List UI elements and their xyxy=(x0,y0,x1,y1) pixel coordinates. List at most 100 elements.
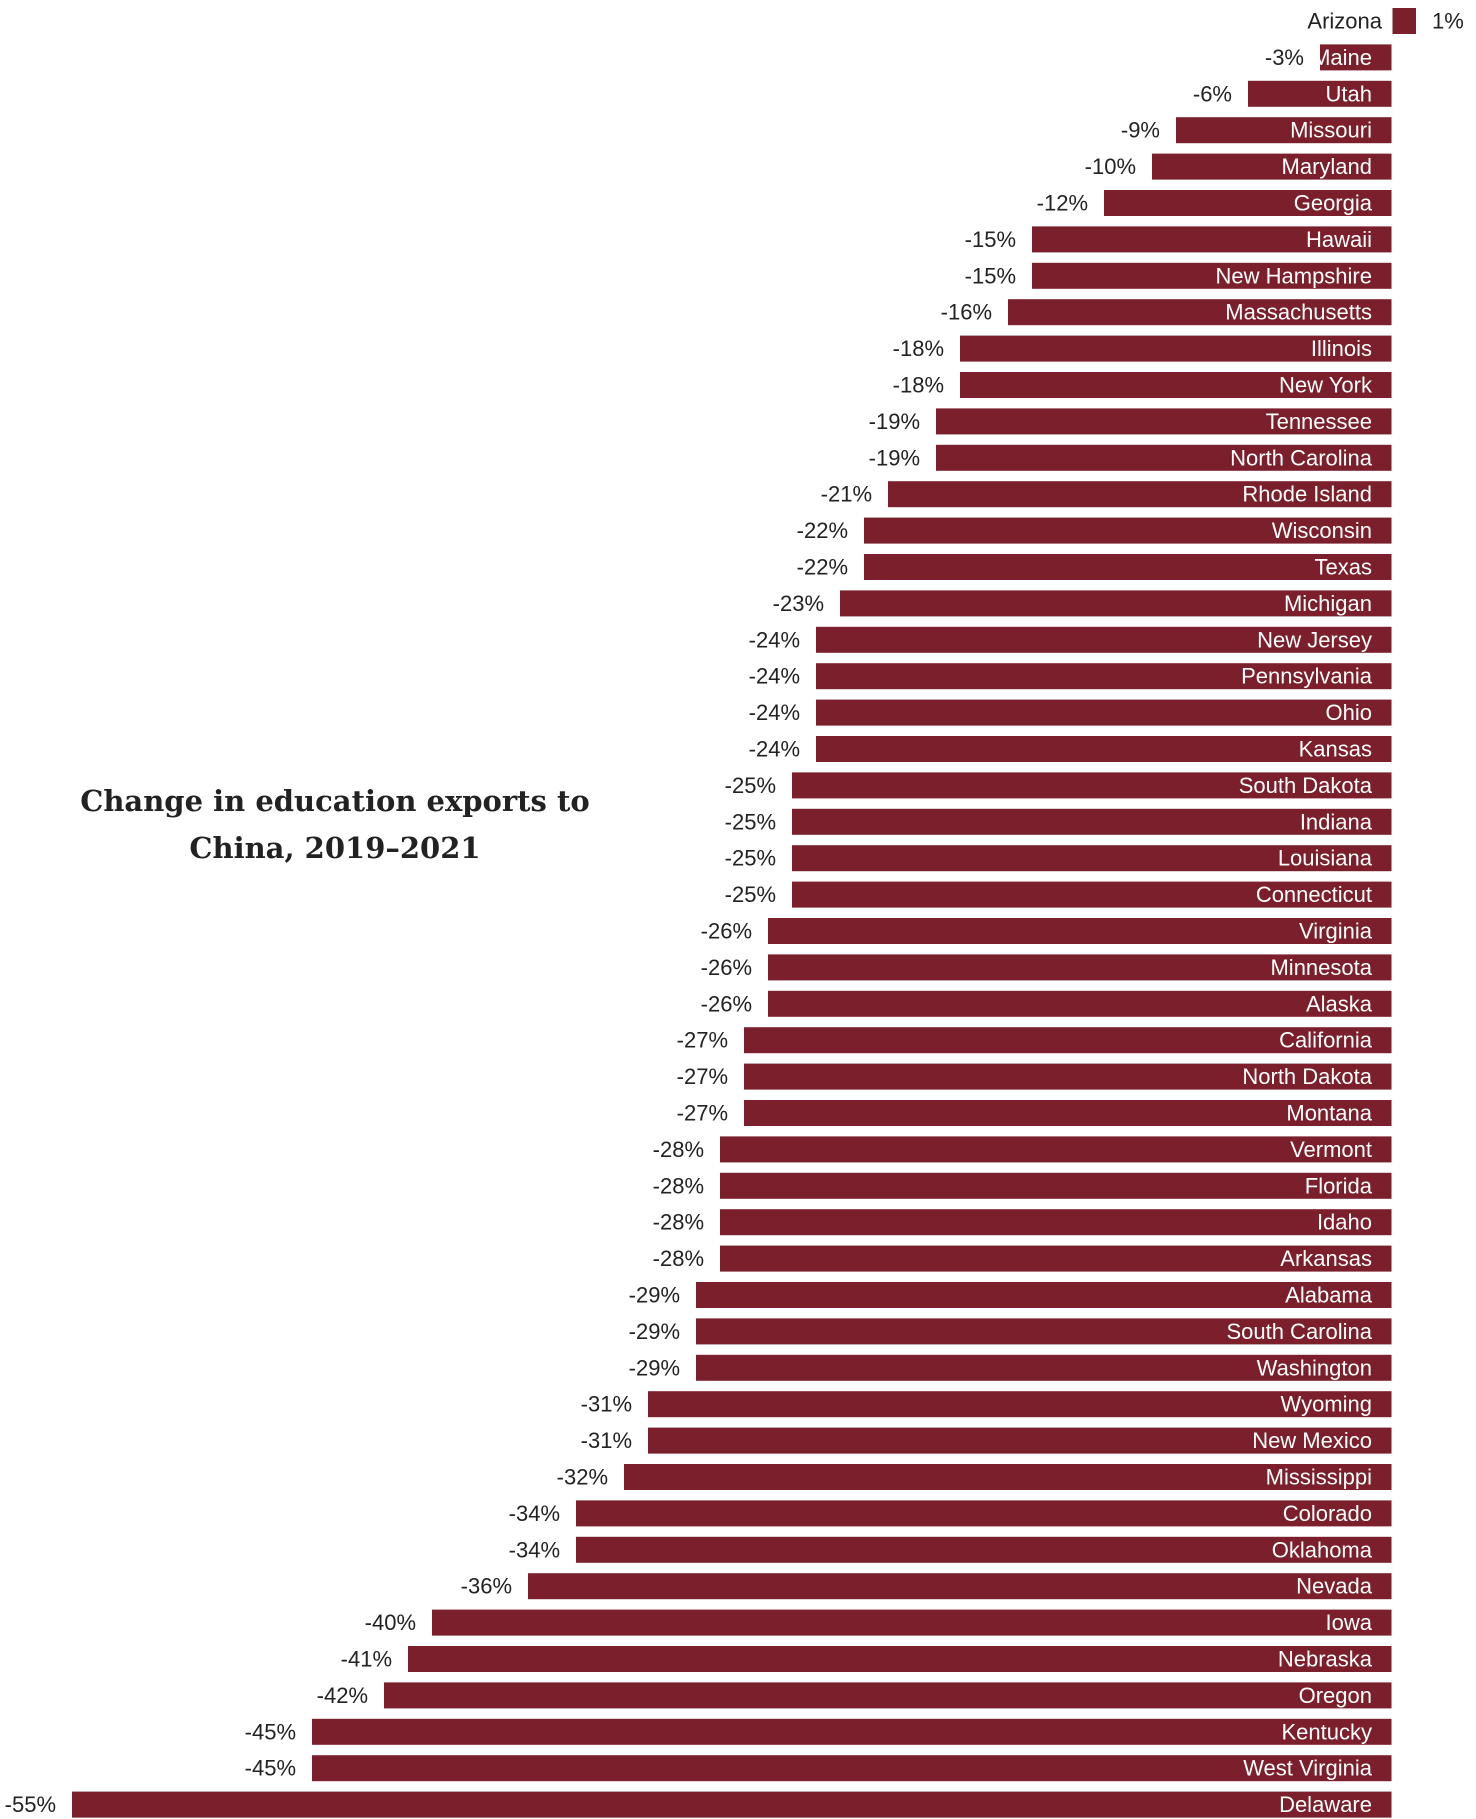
bar-row-california: California -27% xyxy=(677,1027,1392,1054)
bar-maryland xyxy=(1152,153,1392,180)
bar-georgia xyxy=(1104,190,1392,216)
bar-delaware xyxy=(72,1791,1392,1818)
bar-alabama xyxy=(696,1282,1392,1308)
value-label-nevada: -36% xyxy=(461,1574,512,1599)
category-label-nebraska: Nebraska xyxy=(1278,1647,1373,1672)
category-label-tennessee: Tennessee xyxy=(1266,409,1372,434)
bar-row-south-carolina: South Carolina -29% xyxy=(629,1318,1392,1345)
category-label-new-mexico: New Mexico xyxy=(1252,1428,1372,1453)
value-label-north-dakota: -27% xyxy=(677,1064,728,1089)
bar-row-new-hampshire: New Hampshire -15% xyxy=(965,262,1392,289)
bar-north-dakota xyxy=(744,1063,1392,1090)
category-label-north-carolina: North Carolina xyxy=(1230,445,1373,470)
bar-row-alaska: Alaska -26% xyxy=(701,990,1392,1017)
bar-massachusetts xyxy=(1008,299,1392,326)
bar-row-iowa: Iowa -40% xyxy=(365,1609,1392,1636)
bar-vermont xyxy=(720,1136,1392,1163)
category-label-indiana: Indiana xyxy=(1300,809,1373,834)
category-label-florida: Florida xyxy=(1305,1173,1373,1198)
category-label-maryland: Maryland xyxy=(1282,154,1372,179)
bar-row-nebraska: Nebraska -41% xyxy=(341,1646,1392,1672)
bar-illinois xyxy=(960,335,1392,362)
bar-row-ohio: Ohio -24% xyxy=(749,699,1392,726)
bar-washington xyxy=(696,1354,1392,1381)
bar-row-wyoming: Wyoming -31% xyxy=(581,1391,1392,1418)
bar-new-york xyxy=(960,372,1392,398)
category-label-new-york: New York xyxy=(1279,373,1373,398)
bar-row-rhode-island: Rhode Island -21% xyxy=(821,481,1392,508)
category-label-hawaii: Hawaii xyxy=(1306,227,1372,252)
bar-idaho xyxy=(720,1209,1392,1236)
bar-west-virginia xyxy=(312,1755,1392,1782)
value-label-arkansas: -28% xyxy=(653,1246,704,1271)
category-label-new-hampshire: New Hampshire xyxy=(1216,263,1373,288)
value-label-utah: -6% xyxy=(1193,81,1232,106)
category-label-maine: Maine xyxy=(1312,45,1372,70)
bar-row-kentucky: Kentucky -45% xyxy=(245,1718,1392,1745)
value-label-new-jersey: -24% xyxy=(749,627,800,652)
value-label-virginia: -26% xyxy=(701,919,752,944)
category-label-wisconsin: Wisconsin xyxy=(1272,518,1372,543)
bar-wyoming xyxy=(648,1391,1392,1418)
bar-tennessee xyxy=(936,408,1392,435)
bar-row-alabama: Alabama -29% xyxy=(629,1282,1392,1308)
bar-row-maine: Maine -3% xyxy=(1265,44,1392,71)
category-label-iowa: Iowa xyxy=(1326,1610,1373,1635)
bar-mississippi xyxy=(624,1464,1392,1490)
bar-new-hampshire xyxy=(1032,262,1392,289)
category-label-south-carolina: South Carolina xyxy=(1226,1319,1372,1344)
value-label-oklahoma: -34% xyxy=(509,1537,560,1562)
bar-row-maryland: Maryland -10% xyxy=(1085,153,1392,180)
category-label-kansas: Kansas xyxy=(1299,737,1372,762)
bar-colorado xyxy=(576,1500,1392,1527)
bar-florida xyxy=(720,1172,1392,1199)
value-label-washington: -29% xyxy=(629,1355,680,1380)
bar-utah xyxy=(1248,80,1392,107)
value-label-nebraska: -41% xyxy=(341,1647,392,1672)
value-label-idaho: -28% xyxy=(653,1210,704,1235)
category-label-montana: Montana xyxy=(1286,1101,1372,1126)
bar-row-oklahoma: Oklahoma -34% xyxy=(509,1536,1392,1563)
bar-row-texas: Texas -22% xyxy=(797,554,1392,580)
category-label-oklahoma: Oklahoma xyxy=(1272,1537,1373,1562)
bar-row-michigan: Michigan -23% xyxy=(773,590,1392,617)
category-label-south-dakota: South Dakota xyxy=(1239,773,1373,798)
category-label-west-virginia: West Virginia xyxy=(1243,1756,1373,1781)
value-label-new-york: -18% xyxy=(893,373,944,398)
bar-hawaii xyxy=(1032,226,1392,253)
bar-row-colorado: Colorado -34% xyxy=(509,1500,1392,1527)
category-label-minnesota: Minnesota xyxy=(1270,955,1372,980)
value-label-pennsylvania: -24% xyxy=(749,664,800,689)
bar-row-minnesota: Minnesota -26% xyxy=(701,954,1392,981)
value-label-wisconsin: -22% xyxy=(797,518,848,543)
category-label-nevada: Nevada xyxy=(1296,1574,1373,1599)
bar-arizona xyxy=(1392,8,1416,34)
bar-missouri xyxy=(1176,117,1392,144)
bar-row-nevada: Nevada -36% xyxy=(461,1573,1392,1600)
value-label-delaware: -55% xyxy=(5,1792,56,1817)
bar-row-illinois: Illinois -18% xyxy=(893,335,1392,362)
bar-row-georgia: Georgia -12% xyxy=(1037,190,1392,216)
value-label-hawaii: -15% xyxy=(965,227,1016,252)
value-label-kentucky: -45% xyxy=(245,1719,296,1744)
bar-row-west-virginia: West Virginia -45% xyxy=(245,1755,1392,1782)
value-label-missouri: -9% xyxy=(1121,118,1160,143)
value-label-ohio: -24% xyxy=(749,700,800,725)
value-label-colorado: -34% xyxy=(509,1501,560,1526)
value-label-maine: -3% xyxy=(1265,45,1304,70)
category-label-massachusetts: Massachusetts xyxy=(1225,300,1372,325)
bar-south-carolina xyxy=(696,1318,1392,1345)
value-label-minnesota: -26% xyxy=(701,955,752,980)
category-label-arkansas: Arkansas xyxy=(1280,1246,1372,1271)
bar-row-south-dakota: South Dakota -25% xyxy=(725,772,1392,799)
category-label-alaska: Alaska xyxy=(1306,991,1373,1016)
bar-row-louisiana: Louisiana -25% xyxy=(725,845,1392,872)
value-label-georgia: -12% xyxy=(1037,191,1088,216)
bar-minnesota xyxy=(768,954,1392,981)
value-label-south-carolina: -29% xyxy=(629,1319,680,1344)
bar-texas xyxy=(864,554,1392,580)
category-label-north-dakota: North Dakota xyxy=(1242,1064,1372,1089)
value-label-florida: -28% xyxy=(653,1173,704,1198)
bar-nebraska xyxy=(408,1646,1392,1672)
category-label-georgia: Georgia xyxy=(1294,191,1373,216)
